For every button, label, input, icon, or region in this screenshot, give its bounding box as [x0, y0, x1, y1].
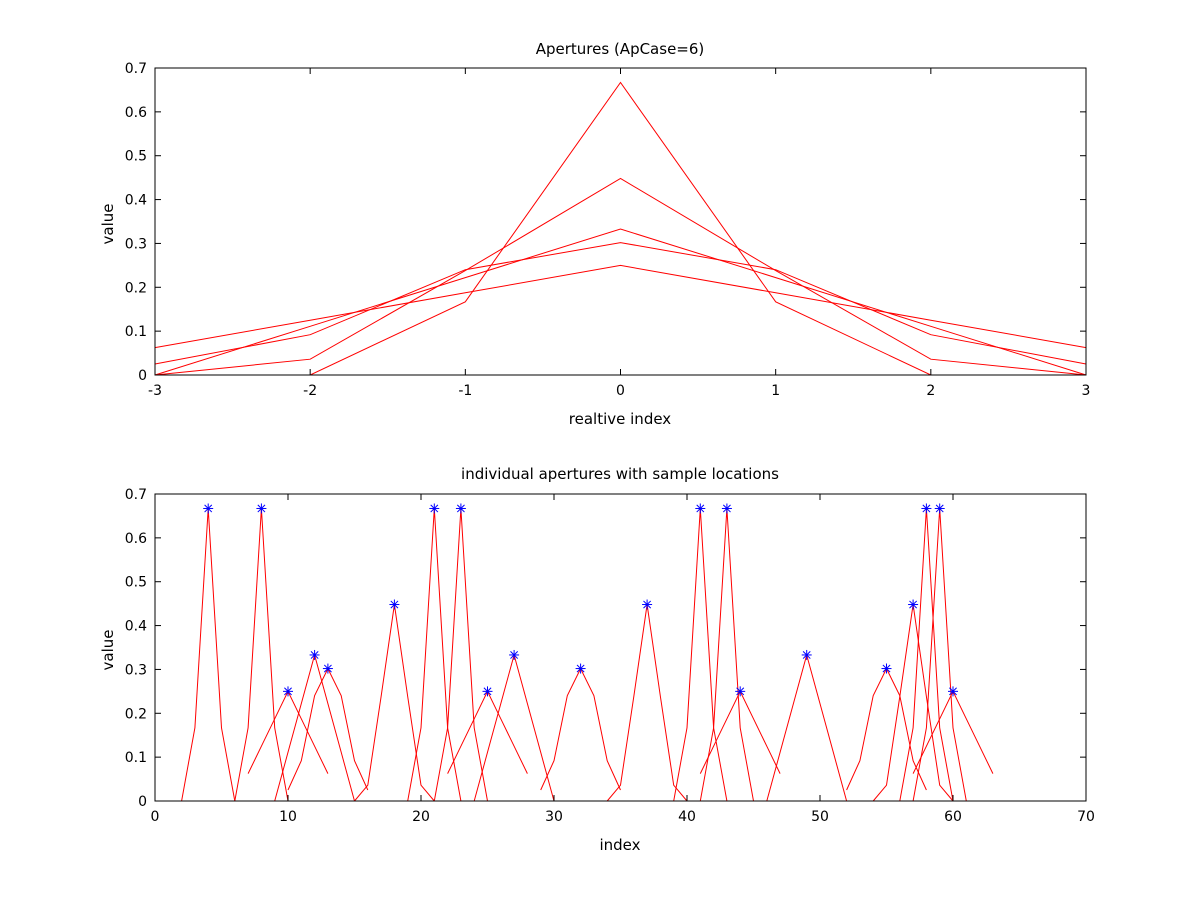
- individual-apertures-plot-ylabel: value: [99, 630, 117, 671]
- individual-aperture-line-4: [274, 653, 355, 802]
- apertures-series-layer: [154, 81, 1087, 376]
- x-tick-label: 70: [1077, 809, 1095, 825]
- sample-marker: [575, 663, 586, 674]
- individual-aperture-line-12: [606, 604, 688, 802]
- y-tick-label: 0.6: [125, 531, 147, 547]
- individual-apertures-plot-xlabel: index: [599, 836, 640, 854]
- individual-apertures-plot-axes-box: [154, 493, 1087, 802]
- sample-marker: [921, 503, 932, 514]
- sample-marker: [482, 686, 493, 697]
- apertures-tick-layer: -3 -2 -1 0 1 2 3 0 0.1 0.2 0.3 0.4 0.5 0.6 0.7: [125, 61, 1091, 399]
- sample-marker: [881, 663, 892, 674]
- apertures-plot: Apertures (ApCase=6) realtive index valu…: [99, 40, 1090, 428]
- x-tick-label: -1: [458, 383, 472, 399]
- apertures-plot-xlabel: realtive index: [569, 410, 672, 428]
- sample-marker: [721, 503, 732, 514]
- individual-aperture-line-20: [899, 508, 980, 802]
- sample-marker: [455, 503, 466, 514]
- y-tick-label: 0.6: [125, 105, 147, 121]
- y-tick-label: 0.7: [125, 487, 147, 503]
- y-tick-label: 0.1: [125, 324, 147, 340]
- y-tick-label: 0.3: [125, 662, 147, 678]
- aperture-line-3: [154, 228, 1087, 376]
- sample-marker: [509, 649, 520, 660]
- individual-aperture-line-14: [687, 508, 767, 802]
- sample-marker: [429, 503, 440, 514]
- x-tick-label: 20: [412, 809, 430, 825]
- individual-apertures-plot: individual apertures with sample locatio…: [99, 465, 1095, 854]
- sample-marker: [948, 686, 958, 697]
- sample-marker: [642, 599, 653, 610]
- sample-marker: [256, 503, 267, 514]
- sample-marker: [309, 649, 320, 660]
- sample-marker: [908, 599, 919, 610]
- apertures-plot-ylabel: value: [99, 204, 117, 245]
- individual-aperture-line-8: [421, 508, 501, 802]
- individual-apertures-plot-title: individual apertures with sample locatio…: [461, 465, 779, 483]
- y-tick-label: 0.5: [125, 149, 147, 165]
- y-tick-label: 0.4: [125, 193, 147, 209]
- x-tick-label: 60: [944, 809, 962, 825]
- x-tick-label: -2: [303, 383, 317, 399]
- x-tick-label: 3: [1082, 383, 1091, 399]
- individual-aperture-line-9: [447, 690, 528, 774]
- sample-marker: [735, 686, 746, 697]
- x-tick-label: 2: [926, 383, 935, 399]
- apertures-plot-title: Apertures (ApCase=6): [536, 40, 705, 58]
- individual-aperture-line-19: [886, 508, 967, 802]
- x-tick-label: 40: [678, 809, 696, 825]
- x-tick-label: 10: [279, 809, 297, 825]
- individual-apertures-tick-layer: 0 10 20 30 40 50 60 70 0 0.1 0.2 0.3 0.4 0.5 0.6 0.7: [125, 487, 1095, 825]
- y-tick-label: 0: [138, 368, 147, 384]
- individual-aperture-line-13: [660, 508, 741, 802]
- y-tick-label: 0.3: [125, 236, 147, 252]
- y-tick-label: 0.2: [125, 280, 147, 296]
- sample-marker: [203, 503, 214, 514]
- individual-aperture-line-11: [540, 667, 621, 791]
- sample-marker: [322, 663, 333, 674]
- sample-marker-layer: [203, 503, 958, 697]
- individual-aperture-line-18: [872, 604, 954, 802]
- sample-marker: [389, 599, 400, 610]
- x-tick-label: 0: [151, 809, 160, 825]
- sample-marker: [695, 503, 706, 514]
- x-tick-label: -3: [148, 383, 162, 399]
- individual-apertures-series-layer: [168, 508, 994, 802]
- individual-aperture-line-16: [766, 653, 848, 802]
- sample-marker: [934, 503, 945, 514]
- aperture-line-5: [154, 264, 1087, 349]
- aperture-line-4: [154, 242, 1087, 365]
- individual-aperture-line-1: [168, 508, 249, 802]
- individual-aperture-line-3: [247, 690, 329, 774]
- individual-aperture-line-2: [221, 508, 302, 802]
- aperture-line-2: [154, 177, 1087, 376]
- y-tick-label: 0: [138, 794, 147, 810]
- y-tick-label: 0.7: [125, 61, 147, 77]
- x-tick-label: 30: [545, 809, 563, 825]
- x-tick-label: 1: [771, 383, 780, 399]
- individual-aperture-line-7: [394, 508, 475, 802]
- y-tick-label: 0.2: [125, 706, 147, 722]
- sample-marker: [283, 686, 293, 697]
- y-tick-label: 0.5: [125, 575, 147, 591]
- x-tick-label: 0: [616, 383, 625, 399]
- individual-aperture-line-10: [473, 653, 555, 802]
- individual-aperture-line-5: [287, 667, 369, 791]
- y-tick-label: 0.4: [125, 619, 147, 635]
- x-tick-label: 50: [811, 809, 829, 825]
- y-tick-label: 0.1: [125, 750, 147, 766]
- apertures-plot-axes-box: [154, 67, 1087, 376]
- sample-marker: [801, 649, 812, 660]
